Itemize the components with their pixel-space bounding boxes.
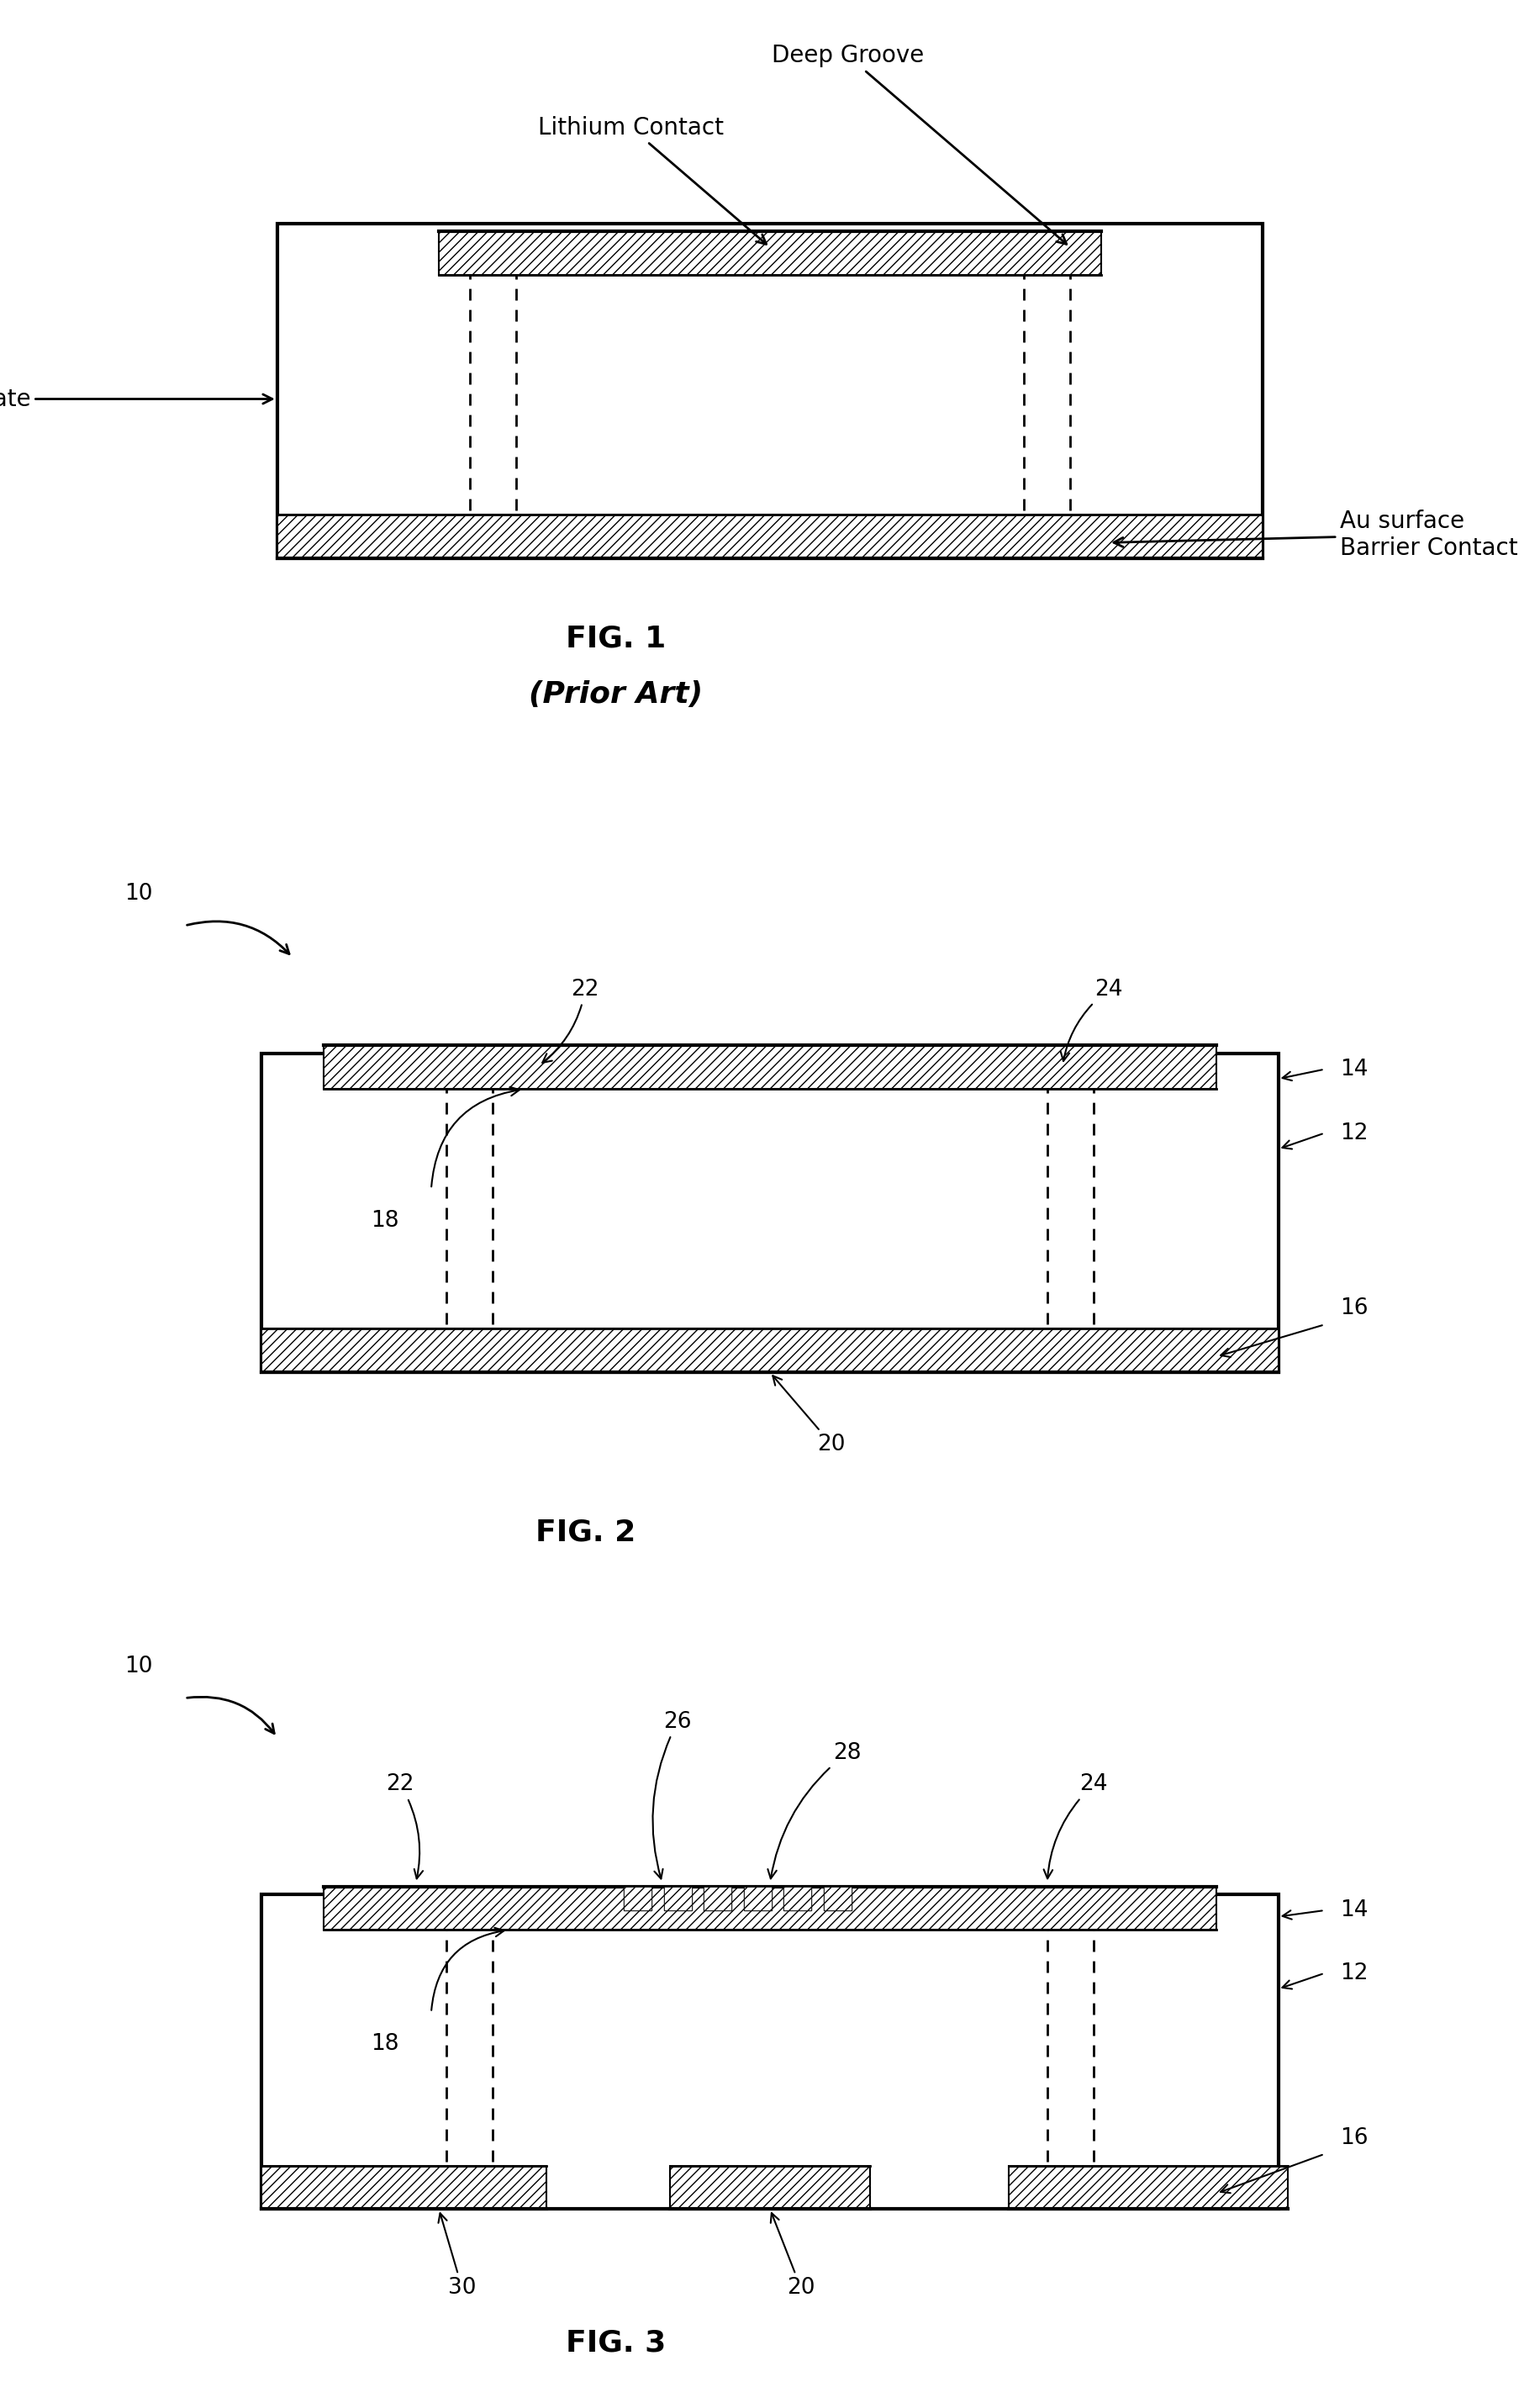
Bar — [670, 2165, 870, 2208]
Text: 10: 10 — [125, 884, 152, 905]
Bar — [784, 1887, 812, 1910]
Text: 16: 16 — [1340, 1298, 1368, 1320]
Bar — [624, 1887, 651, 1910]
Bar — [784, 1887, 812, 1910]
Bar — [824, 1887, 852, 1910]
Text: (Prior Art): (Prior Art) — [528, 679, 704, 707]
Text: 30: 30 — [439, 2213, 476, 2299]
Bar — [744, 1887, 772, 1910]
Bar — [664, 1887, 691, 1910]
Text: 18: 18 — [371, 2034, 399, 2056]
Text: 12: 12 — [1340, 1122, 1368, 1143]
Text: Deep Groove: Deep Groove — [772, 45, 1067, 243]
Text: 22: 22 — [387, 1775, 424, 1879]
Text: Substrate: Substrate — [0, 388, 273, 410]
Text: 24: 24 — [1061, 979, 1123, 1060]
Bar — [323, 1046, 1217, 1089]
Text: 16: 16 — [1340, 2127, 1368, 2149]
Bar — [624, 1887, 651, 1910]
Bar — [664, 1887, 691, 1910]
Bar — [439, 231, 1101, 276]
Text: 28: 28 — [768, 1741, 861, 1879]
Text: 20: 20 — [770, 2213, 815, 2299]
Bar — [323, 1887, 1217, 1929]
Bar — [262, 1894, 1278, 2208]
Text: 18: 18 — [371, 1210, 399, 1231]
Bar — [262, 1329, 1278, 1372]
Text: 10: 10 — [125, 1655, 152, 1677]
Bar — [704, 1887, 732, 1910]
Text: FIG. 1: FIG. 1 — [565, 624, 667, 653]
Text: FIG. 3: FIG. 3 — [565, 2327, 667, 2358]
Bar — [704, 1887, 732, 1910]
Text: 12: 12 — [1340, 1963, 1368, 1984]
Bar — [262, 1053, 1278, 1372]
Text: 20: 20 — [773, 1377, 845, 1455]
Text: Lithium Contact: Lithium Contact — [537, 117, 767, 243]
Text: 26: 26 — [653, 1710, 691, 1879]
Text: 14: 14 — [1340, 1898, 1368, 1922]
Text: Au surface
Barrier Contact: Au surface Barrier Contact — [1113, 510, 1518, 560]
Text: 22: 22 — [542, 979, 599, 1062]
Bar — [277, 515, 1263, 557]
Text: 14: 14 — [1340, 1058, 1368, 1079]
Bar — [277, 224, 1263, 557]
Bar — [744, 1887, 772, 1910]
Bar — [824, 1887, 852, 1910]
Bar — [1009, 2165, 1287, 2208]
Text: 24: 24 — [1044, 1775, 1107, 1879]
Text: FIG. 2: FIG. 2 — [534, 1517, 636, 1546]
Bar — [262, 2165, 547, 2208]
